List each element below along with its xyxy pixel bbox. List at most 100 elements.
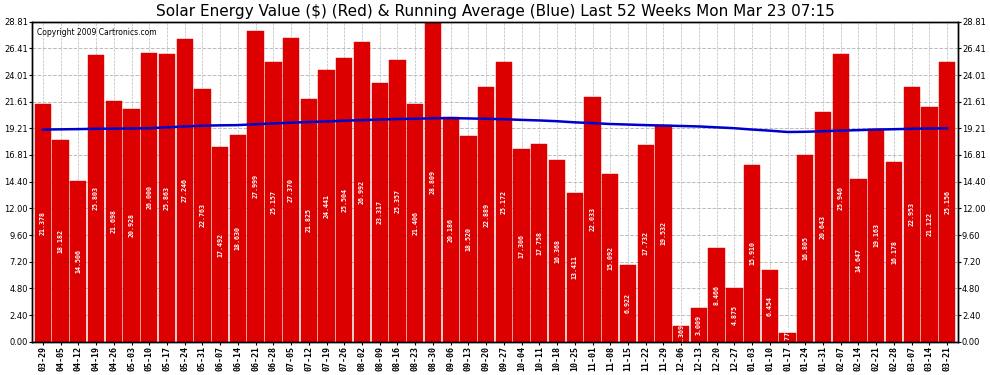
Bar [142, 53, 157, 342]
Text: 1.369: 1.369 [678, 324, 684, 344]
Bar [371, 83, 388, 342]
Bar [248, 31, 263, 342]
Text: 25.504: 25.504 [342, 188, 347, 212]
Bar [797, 155, 814, 342]
Text: 21.378: 21.378 [40, 211, 46, 235]
Text: 22.763: 22.763 [199, 203, 206, 227]
Text: 26.992: 26.992 [359, 180, 365, 204]
Text: 25.863: 25.863 [164, 186, 170, 210]
Text: 3.009: 3.009 [696, 315, 702, 335]
Bar [88, 55, 104, 342]
Bar [548, 160, 565, 342]
Text: 22.889: 22.889 [483, 202, 489, 226]
Text: 17.306: 17.306 [519, 234, 525, 258]
Bar [655, 125, 671, 342]
Text: 18.520: 18.520 [465, 227, 471, 251]
Text: 25.803: 25.803 [93, 186, 99, 210]
Text: 6.922: 6.922 [625, 293, 631, 313]
Text: 25.946: 25.946 [838, 186, 843, 210]
Bar [904, 87, 920, 342]
Bar [709, 248, 725, 342]
Text: 18.630: 18.630 [235, 226, 241, 250]
Bar [230, 135, 247, 342]
Bar [815, 112, 832, 342]
Text: 21.406: 21.406 [412, 211, 418, 235]
Bar [106, 101, 122, 342]
Text: 20.928: 20.928 [129, 213, 135, 237]
Bar [283, 38, 299, 342]
Bar [566, 193, 583, 342]
Bar [496, 62, 512, 342]
Bar [532, 144, 547, 342]
Bar [939, 62, 955, 342]
Text: 19.532: 19.532 [660, 221, 666, 245]
Bar [158, 54, 175, 342]
Text: 17.732: 17.732 [643, 231, 648, 255]
Bar [779, 333, 796, 342]
Text: 14.647: 14.647 [855, 248, 861, 272]
Bar [478, 87, 494, 342]
Bar [407, 104, 424, 342]
Text: 16.805: 16.805 [802, 236, 808, 260]
Text: 8.466: 8.466 [714, 285, 720, 304]
Text: 17.492: 17.492 [217, 232, 223, 256]
Text: 28.809: 28.809 [430, 170, 436, 194]
Text: Copyright 2009 Cartronics.com: Copyright 2009 Cartronics.com [37, 28, 156, 37]
Text: 22.033: 22.033 [589, 207, 596, 231]
Text: 6.454: 6.454 [767, 296, 773, 316]
Text: 21.698: 21.698 [111, 209, 117, 233]
Bar [761, 270, 778, 342]
Text: 20.643: 20.643 [820, 215, 826, 239]
Text: 17.758: 17.758 [537, 231, 543, 255]
Bar [212, 147, 229, 342]
Text: 25.357: 25.357 [394, 189, 401, 213]
Text: 21.825: 21.825 [306, 209, 312, 232]
Text: 0.772: 0.772 [784, 327, 791, 347]
Bar [514, 150, 530, 342]
Bar [265, 62, 281, 342]
Text: 13.411: 13.411 [572, 255, 578, 279]
Bar [584, 97, 601, 342]
Text: 16.178: 16.178 [891, 240, 897, 264]
Bar [727, 288, 742, 342]
Bar [124, 109, 140, 342]
Bar [743, 165, 760, 342]
Text: 27.370: 27.370 [288, 178, 294, 202]
Bar [70, 181, 86, 342]
Bar [353, 42, 370, 342]
Bar [673, 327, 689, 342]
Text: 25.156: 25.156 [944, 190, 950, 214]
Text: 25.157: 25.157 [270, 190, 276, 214]
Bar [301, 99, 317, 342]
Bar [620, 265, 637, 342]
Text: 27.246: 27.246 [182, 178, 188, 203]
Text: 15.092: 15.092 [607, 246, 613, 270]
Bar [319, 70, 335, 342]
Bar [425, 22, 442, 342]
Bar [52, 140, 68, 342]
Text: 14.506: 14.506 [75, 249, 81, 273]
Bar [691, 308, 707, 342]
Title: Solar Energy Value ($) (Red) & Running Average (Blue) Last 52 Weeks Mon Mar 23 0: Solar Energy Value ($) (Red) & Running A… [155, 4, 835, 19]
Text: 20.186: 20.186 [447, 217, 453, 242]
Bar [337, 58, 352, 342]
Text: 24.441: 24.441 [324, 194, 330, 218]
Text: 23.317: 23.317 [377, 200, 383, 224]
Bar [194, 89, 211, 342]
Bar [886, 162, 902, 342]
Text: 18.182: 18.182 [57, 229, 63, 253]
Bar [443, 117, 458, 342]
Bar [460, 136, 476, 342]
Bar [922, 107, 938, 342]
Bar [176, 39, 193, 342]
Bar [602, 174, 619, 342]
Text: 16.368: 16.368 [554, 239, 560, 263]
Bar [35, 104, 51, 342]
Bar [850, 179, 866, 342]
Text: 27.999: 27.999 [252, 174, 258, 198]
Bar [638, 145, 653, 342]
Text: 4.875: 4.875 [732, 304, 738, 325]
Text: 15.910: 15.910 [749, 242, 755, 266]
Bar [868, 129, 884, 342]
Text: 22.953: 22.953 [909, 202, 915, 226]
